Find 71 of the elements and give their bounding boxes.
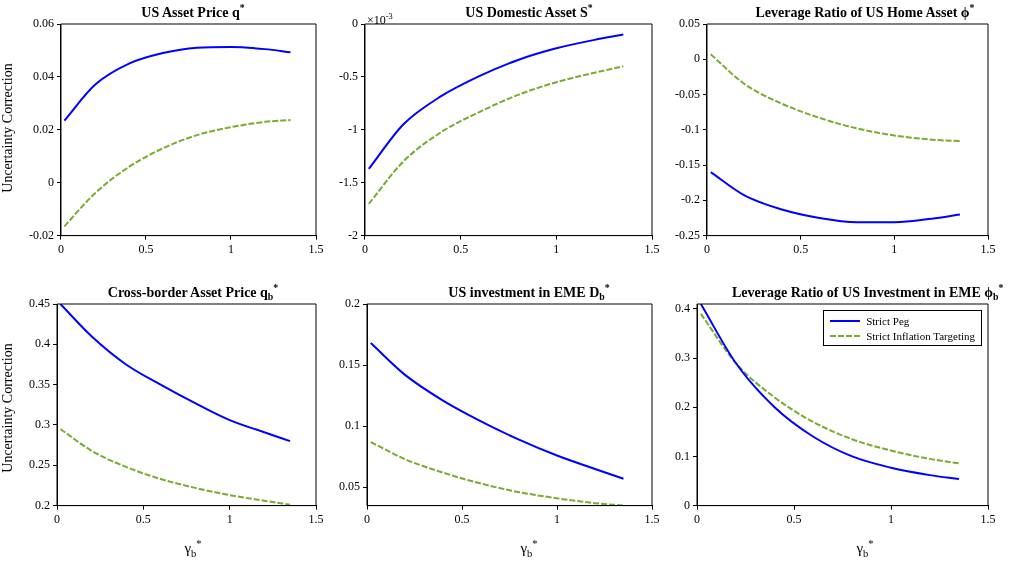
line-series (59, 304, 292, 443)
y-tick-label: 0.35 (29, 376, 50, 391)
line-series (709, 171, 961, 224)
x-tick-label: 0 (364, 511, 370, 526)
y-tick-label: 0.2 (345, 296, 360, 311)
y-axis-title: Uncertainty Correction (0, 342, 16, 475)
x-tick-label: 1.5 (980, 241, 996, 256)
y-tick-label: -0.1 (681, 121, 700, 136)
x-tick-label: 0 (704, 241, 710, 256)
y-tick-label: -0.15 (675, 157, 700, 172)
y-tick-label: 0.15 (339, 357, 360, 372)
y-tick-label: 0 (694, 51, 700, 66)
x-tick-label: 1.5 (644, 511, 660, 526)
y-tick-label: 0 (48, 174, 54, 189)
y-tick-label: 0.04 (33, 69, 54, 84)
x-tick-label: 1 (228, 241, 234, 256)
x-tick-label: 1.5 (644, 241, 660, 256)
y-tick-label: -0.5 (339, 69, 358, 84)
y-tick-label: 0.06 (33, 16, 54, 31)
x-tick-label: 1.5 (308, 511, 324, 526)
line-series (709, 53, 961, 143)
x-tick-label: 1.5 (980, 511, 996, 526)
y-tick-label: 0.05 (679, 16, 700, 31)
y-tick-label: 0.4 (675, 301, 690, 316)
x-tick-label: 1 (888, 511, 894, 526)
x-tick-label: 0.5 (135, 511, 151, 526)
y-tick-label: 0.2 (675, 399, 690, 414)
line-series (59, 427, 292, 506)
y-tick-label: 0.45 (29, 296, 50, 311)
line-series (63, 119, 292, 228)
y-tick-label: -0.02 (29, 227, 54, 242)
y-tick-label: -2 (348, 227, 358, 242)
line-series (63, 46, 292, 122)
y-tick-label: 0.4 (35, 336, 50, 351)
x-tick-label: 0.5 (453, 241, 469, 256)
y-tick-label: 0.3 (35, 417, 50, 432)
line-series (367, 65, 625, 205)
y-tick-label: 0.02 (33, 121, 54, 136)
x-tick-label: 0.5 (138, 241, 154, 256)
chart-title: Leverage Ratio of US Home Asset ϕ$^{*}$ (754, 2, 976, 21)
annotation: ×10$^{-3}$ (366, 12, 393, 28)
y-tick-label: 0.05 (339, 479, 360, 494)
x-tick-label: 0.5 (793, 241, 809, 256)
x-tick-label: 0.5 (786, 511, 802, 526)
y-tick-label: 0.2 (35, 497, 50, 512)
y-tick-label: -1 (348, 121, 358, 136)
line-series (369, 342, 625, 480)
y-tick-label: 0 (684, 497, 690, 512)
y-tick-label: -0.25 (675, 227, 700, 242)
x-tick-label: 0 (58, 241, 64, 256)
y-tick-label: 0.1 (675, 448, 690, 463)
chart-title: US Asset Price q$^{*}$ (140, 2, 246, 21)
y-tick-label: 0.25 (29, 457, 50, 472)
y-tick-label: 0.1 (345, 418, 360, 433)
y-tick-label: -0.05 (675, 86, 700, 101)
y-axis-title: Uncertainty Correction (0, 62, 16, 195)
y-tick-label: -0.2 (681, 192, 700, 207)
x-tick-label: 1 (553, 241, 560, 256)
y-tick-label: 0 (352, 16, 358, 31)
x-tick-label: 0.5 (454, 511, 470, 526)
x-tick-label: 1 (891, 241, 898, 256)
y-tick-label: -1.5 (339, 174, 358, 189)
x-tick-label: 1.5 (308, 241, 324, 256)
line-series (367, 33, 625, 170)
x-tick-label: 1 (226, 511, 233, 526)
y-tick-label: 0.3 (675, 350, 690, 365)
line-series (369, 441, 625, 506)
x-tick-label: 1 (554, 511, 560, 526)
legend-label: Strict Inflation Targeting (866, 329, 975, 342)
chart-title: US Domestic Asset S$^{*}$ (464, 2, 594, 21)
legend-label: Strict Peg (866, 314, 910, 327)
